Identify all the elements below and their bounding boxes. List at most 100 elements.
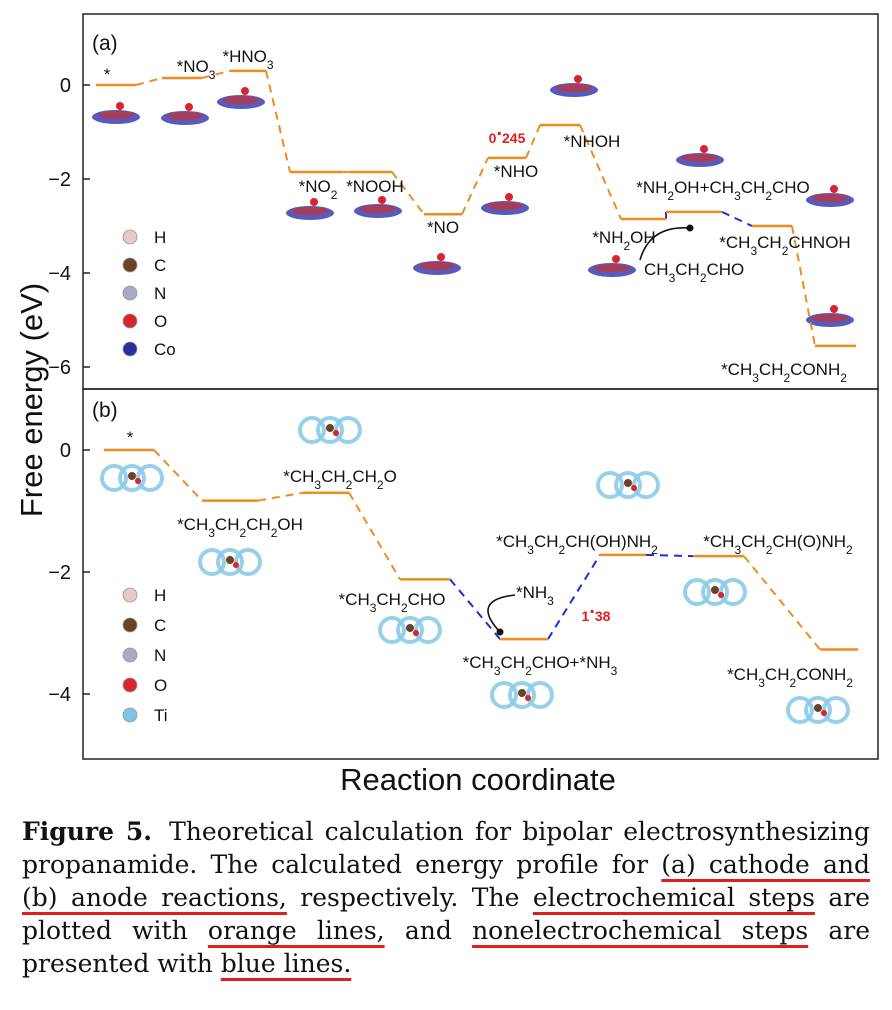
figure-caption: Figure 5. Theoretical calculation for bi… — [22, 815, 870, 980]
step-connector — [721, 210, 753, 227]
ti-surface-structure — [378, 616, 442, 644]
energy-profile-figure: 0−2−4−6(a)* *NO3*HNO3*NO2 *NOOH*NO*NHO*NHO… — [14, 13, 879, 797]
state-label: *CH3CH2CHNOH — [719, 233, 850, 258]
step-connector — [265, 70, 291, 173]
ti-ring — [683, 578, 711, 606]
oxygen-layer — [223, 96, 259, 104]
state-label: *NOOH — [346, 177, 404, 196]
ti-ring — [526, 681, 554, 709]
legend-marker — [122, 313, 138, 329]
arrow-head — [496, 628, 504, 636]
adsorbate-atom — [505, 193, 513, 201]
adsorbate-atom — [574, 75, 582, 83]
adsorbate-atom — [241, 87, 249, 95]
ti-ring — [701, 578, 729, 606]
state-label: *CH3CH2CH(OH)NH2 — [496, 532, 658, 557]
panel-b-frame — [82, 388, 879, 760]
co-surface-structure — [588, 255, 636, 277]
adsorbate-atom — [830, 185, 838, 193]
ti-ring — [414, 616, 442, 644]
ti-ring — [508, 681, 536, 709]
legend-label: H — [154, 228, 166, 247]
ti-ring — [719, 578, 747, 606]
legend-label: O — [154, 676, 167, 695]
energy-gap-label: 1.38 — [582, 596, 611, 624]
y-axis-label: Free energy (eV) — [14, 283, 49, 517]
x-axis-label: Reaction coordinate — [340, 762, 616, 797]
panel-label: (b) — [92, 399, 118, 422]
ti-surface-structure — [596, 471, 660, 499]
legend-label: N — [154, 284, 166, 303]
state-label: *CH3CH2CH(O)NH2 — [703, 532, 853, 557]
state-label: *NHO — [494, 162, 538, 181]
legend-label: O — [154, 312, 167, 331]
ti-ring — [596, 471, 624, 499]
state-label: * — [127, 428, 134, 447]
energy-gap-label: 0.245 — [489, 118, 526, 146]
caption-highlight-5: blue lines. — [220, 949, 352, 978]
oxygen-layer — [487, 202, 523, 210]
ti-surface-structure — [100, 464, 164, 492]
state-label: *CH3CH2CH2OH — [177, 515, 303, 540]
legend-label: N — [154, 646, 166, 665]
state-label: * — [104, 65, 111, 84]
y-tick-label: −4 — [48, 684, 71, 706]
adsorbate-atom — [128, 472, 136, 480]
ti-ring — [198, 548, 226, 576]
oxygen-layer — [419, 262, 455, 270]
adsorbate-atom — [233, 562, 239, 568]
step-connector — [153, 449, 203, 502]
ti-surface-structure — [490, 681, 554, 709]
state-label: *CH3CH2CH2O — [283, 467, 397, 492]
caption-text-1: Theoretical calculation for bipolar elec… — [22, 817, 870, 879]
legend-marker — [122, 647, 138, 663]
co-surface-structure — [413, 253, 461, 275]
adsorbate-atom — [135, 478, 141, 484]
y-tick-label: −2 — [48, 169, 71, 191]
caption-figure-label: Figure 5. — [22, 817, 152, 846]
legend-marker — [122, 707, 138, 723]
state-label: *NO3 — [177, 57, 216, 82]
legend-marker — [122, 285, 138, 301]
state-label: *NHOH — [564, 132, 621, 151]
step-connector — [579, 124, 622, 220]
adsorbate-atom — [821, 710, 827, 716]
co-surface-structure — [806, 185, 854, 207]
adsorbate-atom — [612, 255, 620, 263]
ti-ring — [316, 416, 344, 444]
oxygen-layer — [292, 207, 328, 215]
caption-text-4: and — [404, 916, 452, 945]
state-label: *CH3CH2CONH2 — [727, 665, 853, 690]
state-label: *CH3CH2CONH2 — [721, 360, 847, 385]
state-label: *NH2OH — [592, 228, 655, 253]
co-surface-structure — [676, 145, 724, 167]
legend-label: Ti — [154, 706, 168, 725]
oxygen-layer — [682, 154, 718, 162]
step-connector — [348, 492, 401, 580]
adsorbate-atom — [624, 479, 632, 487]
step-connector — [547, 554, 601, 640]
ti-ring — [822, 696, 850, 724]
adsorbate-atom — [814, 704, 822, 712]
panel-a: 0 −2 −4 −6 (a) * *NO3*HNO3 *NO2 *NOOH *NO *NHO *NHO… — [48, 32, 856, 385]
arrow-label: *NH3 — [516, 583, 554, 608]
legend-label: H — [154, 586, 166, 605]
caption-text-5: are presented with — [22, 916, 871, 978]
caption-text-2: respectively. The — [300, 883, 520, 912]
ti-ring — [118, 464, 146, 492]
ti-surface-structure — [198, 548, 262, 576]
ti-ring — [136, 464, 164, 492]
state-label: *NH2OH+CH3CH2CHO — [636, 178, 810, 203]
y-tick-label: −6 — [48, 357, 71, 379]
state-label: *NO2 — [299, 177, 338, 202]
ti-ring — [298, 416, 326, 444]
legend-marker — [122, 617, 138, 633]
co-surface-structure — [550, 75, 598, 97]
step-connector — [645, 553, 694, 558]
ti-ring — [378, 616, 406, 644]
adsorbate-atom — [326, 424, 334, 432]
step-connector — [449, 578, 501, 640]
step-connector — [201, 69, 231, 79]
caption-highlight-2: electrochemical steps — [532, 883, 815, 912]
adsorbate-atom — [333, 430, 339, 436]
